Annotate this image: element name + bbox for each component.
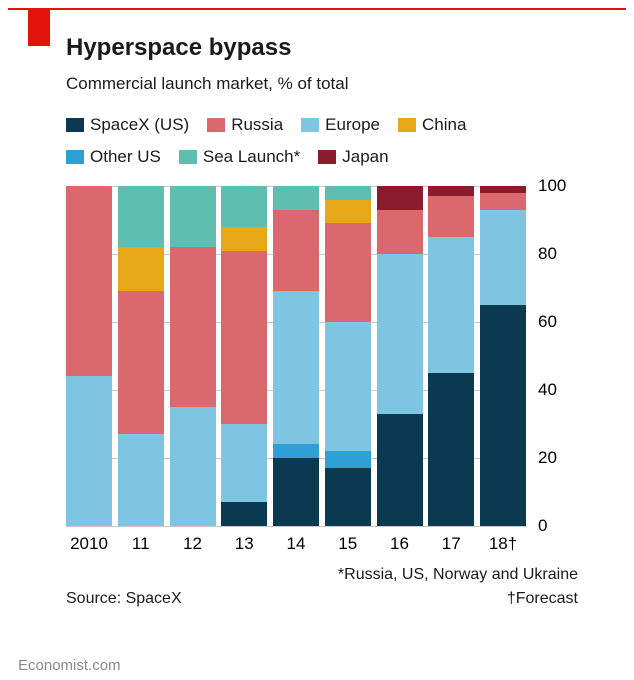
bar-14 (273, 186, 319, 526)
seg-sealaunch (170, 186, 216, 247)
y-tick-label: 60 (538, 312, 557, 332)
source-label: Source: SpaceX (66, 590, 182, 608)
footnote-forecast: †Forecast (507, 590, 578, 608)
seg-europe (325, 322, 371, 451)
seg-europe (118, 434, 164, 526)
bar-16 (377, 186, 423, 526)
seg-spacex (221, 502, 267, 526)
bar-2010 (66, 186, 112, 526)
chart-panel: Hyperspace bypass Commercial launch mark… (8, 8, 626, 632)
seg-sealaunch (273, 186, 319, 210)
x-tick-label: 2010 (66, 534, 112, 554)
legend-swatch-spacex (66, 118, 84, 132)
y-tick-label: 20 (538, 448, 557, 468)
bar-13 (221, 186, 267, 526)
economist-red-tab (28, 10, 50, 46)
x-axis: 20101112131415161718† (66, 534, 526, 554)
plot: 020406080100 (66, 186, 526, 526)
legend-item-europe: Europe (301, 110, 380, 140)
seg-spacex (480, 305, 526, 526)
legend-label-europe: Europe (325, 110, 380, 140)
y-tick-label: 80 (538, 244, 557, 264)
bar-11 (118, 186, 164, 526)
x-tick-label: 11 (118, 534, 164, 554)
legend-item-japan: Japan (318, 142, 388, 172)
seg-europe (221, 424, 267, 502)
seg-russia (428, 196, 474, 237)
bar-15 (325, 186, 371, 526)
seg-russia (118, 291, 164, 434)
chart-title: Hyperspace bypass (66, 34, 291, 62)
legend-label-spacex: SpaceX (US) (90, 110, 189, 140)
seg-europe (170, 407, 216, 526)
seg-sealaunch (118, 186, 164, 247)
plot-area: 020406080100 20101112131415161718† (66, 186, 566, 526)
seg-china (118, 247, 164, 291)
seg-spacex (377, 414, 423, 526)
bar-12 (170, 186, 216, 526)
x-tick-label: 18† (480, 534, 526, 554)
seg-japan (480, 186, 526, 193)
y-tick-label: 40 (538, 380, 557, 400)
seg-other_us (273, 444, 319, 458)
chart-container: Hyperspace bypass Commercial launch mark… (0, 0, 634, 680)
footnote-sealaunch: *Russia, US, Norway and Ukraine (338, 566, 578, 584)
legend-item-other_us: Other US (66, 142, 161, 172)
legend-label-china: China (422, 110, 466, 140)
legend-swatch-other_us (66, 150, 84, 164)
seg-sealaunch (221, 186, 267, 227)
bar-17 (428, 186, 474, 526)
y-tick-label: 100 (538, 176, 566, 196)
legend-item-china: China (398, 110, 466, 140)
seg-russia (377, 210, 423, 254)
legend-swatch-china (398, 118, 416, 132)
legend-item-russia: Russia (207, 110, 283, 140)
seg-china (221, 227, 267, 251)
seg-spacex (273, 458, 319, 526)
legend-label-japan: Japan (342, 142, 388, 172)
seg-china (325, 200, 371, 224)
chart-subtitle: Commercial launch market, % of total (66, 74, 349, 94)
legend-label-russia: Russia (231, 110, 283, 140)
x-tick-label: 14 (273, 534, 319, 554)
seg-russia (221, 251, 267, 424)
credit-label: Economist.com (18, 657, 121, 674)
seg-japan (377, 186, 423, 210)
seg-russia (66, 186, 112, 376)
x-tick-label: 17 (428, 534, 474, 554)
x-tick-label: 13 (221, 534, 267, 554)
seg-europe (377, 254, 423, 414)
x-tick-label: 12 (170, 534, 216, 554)
bars-group (66, 186, 526, 526)
seg-europe (428, 237, 474, 373)
seg-sealaunch (325, 186, 371, 200)
legend-swatch-europe (301, 118, 319, 132)
seg-russia (480, 193, 526, 210)
chart-legend: SpaceX (US) Russia Europe China Other US Sea … (66, 110, 596, 174)
legend-item-sealaunch: Sea Launch* (179, 142, 300, 172)
seg-europe (66, 376, 112, 526)
legend-swatch-japan (318, 150, 336, 164)
seg-europe (480, 210, 526, 305)
legend-swatch-sealaunch (179, 150, 197, 164)
gridline (66, 526, 526, 527)
legend-item-spacex: SpaceX (US) (66, 110, 189, 140)
seg-russia (325, 223, 371, 322)
x-tick-label: 15 (325, 534, 371, 554)
seg-russia (170, 247, 216, 407)
seg-spacex (325, 468, 371, 526)
seg-russia (273, 210, 319, 292)
seg-other_us (325, 451, 371, 468)
legend-label-sealaunch: Sea Launch* (203, 142, 300, 172)
seg-europe (273, 291, 319, 444)
seg-japan (428, 186, 474, 196)
bar-18† (480, 186, 526, 526)
y-tick-label: 0 (538, 516, 547, 536)
legend-label-other_us: Other US (90, 142, 161, 172)
seg-spacex (428, 373, 474, 526)
legend-swatch-russia (207, 118, 225, 132)
x-tick-label: 16 (377, 534, 423, 554)
